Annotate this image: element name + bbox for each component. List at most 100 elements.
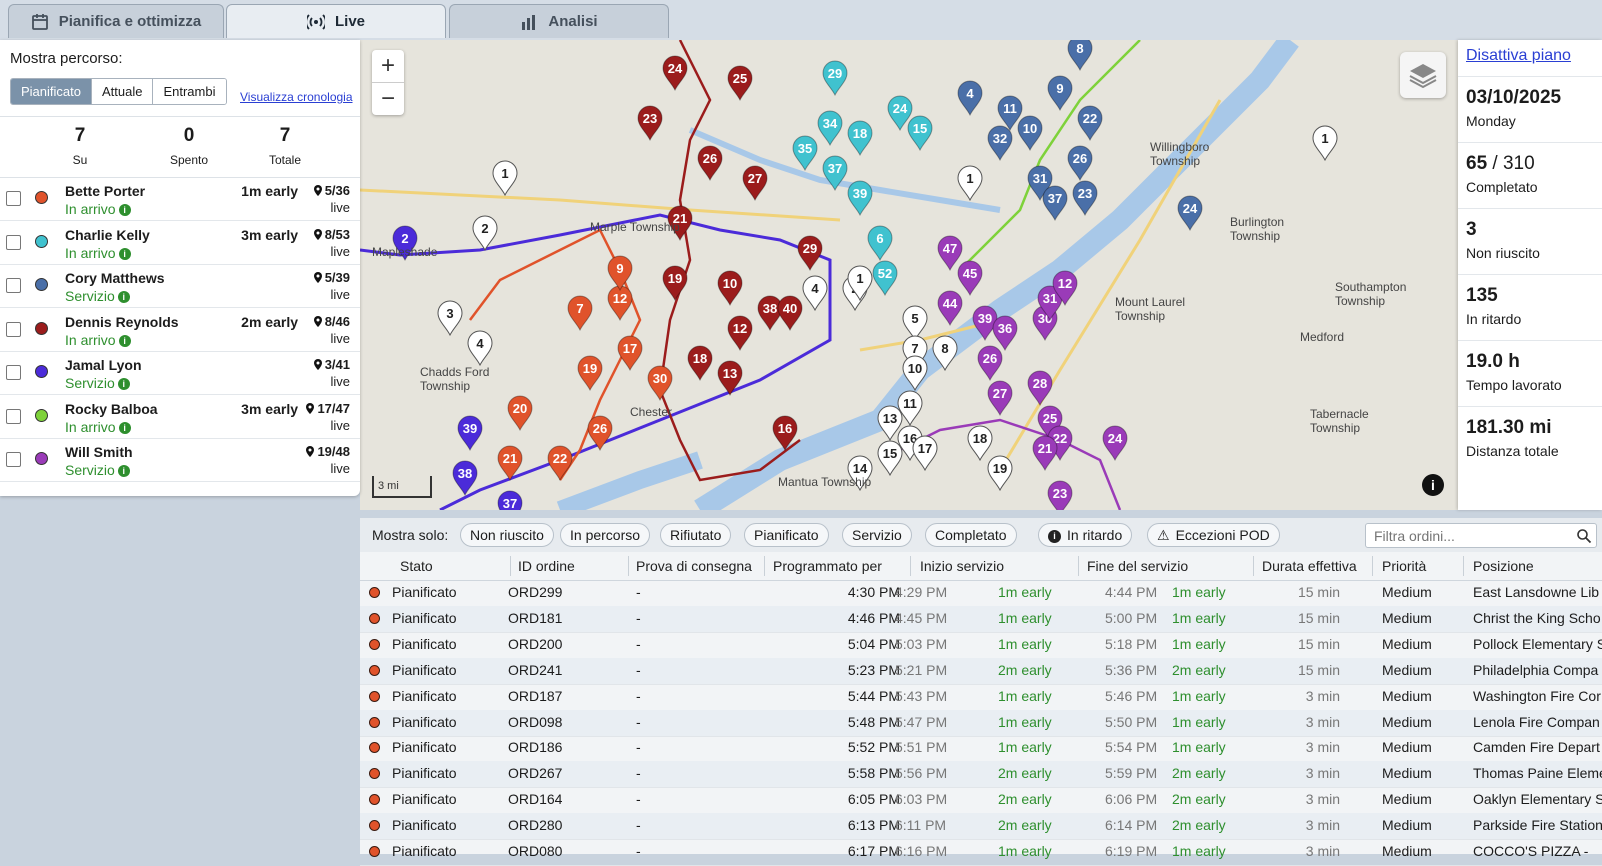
info-icon[interactable]: i xyxy=(117,378,130,390)
filter-chip-in-route[interactable]: In percorso xyxy=(560,523,651,547)
column-divider[interactable] xyxy=(1078,556,1079,576)
stop-marker[interactable] xyxy=(907,115,933,152)
stop-marker[interactable] xyxy=(607,255,633,292)
deactivate-plan-link[interactable]: Disattiva piano xyxy=(1466,47,1571,64)
stop-marker[interactable] xyxy=(957,260,983,297)
column-divider[interactable] xyxy=(764,556,765,576)
search-icon[interactable] xyxy=(1576,528,1592,544)
stop-marker[interactable] xyxy=(877,405,903,442)
stop-marker[interactable] xyxy=(987,125,1013,162)
stop-marker[interactable] xyxy=(872,260,898,297)
table-row[interactable]: Pianificato ORD241 - 5:23 PM 5:21 PM 2m early… xyxy=(360,657,1602,685)
stop-marker[interactable] xyxy=(967,425,993,462)
stop-marker[interactable] xyxy=(912,435,938,472)
map-info-icon[interactable]: i xyxy=(1422,474,1444,496)
table-row[interactable]: Pianificato ORD098 - 5:48 PM 5:47 PM 1m early… xyxy=(360,709,1602,737)
col-proof-of-delivery[interactable]: Prova di consegna xyxy=(636,558,752,574)
stop-marker[interactable] xyxy=(727,65,753,102)
column-divider[interactable] xyxy=(1372,556,1373,576)
tab-plan-optimize[interactable]: Pianifica e ottimizza xyxy=(8,4,224,38)
driver-row[interactable]: Bette Porter In arrivo i 1m early 5/36 live xyxy=(0,177,360,221)
col-priority[interactable]: Priorità xyxy=(1382,558,1427,574)
stop-marker[interactable] xyxy=(797,235,823,272)
stop-marker[interactable] xyxy=(697,145,723,182)
stop-marker[interactable] xyxy=(1312,125,1338,162)
stop-marker[interactable] xyxy=(587,415,613,452)
stop-marker[interactable] xyxy=(937,235,963,272)
stop-marker[interactable] xyxy=(742,165,768,202)
route-mode-both[interactable]: Entrambi xyxy=(153,79,226,104)
stop-marker[interactable] xyxy=(977,345,1003,382)
info-icon[interactable]: i xyxy=(117,291,130,303)
tab-live[interactable]: Live xyxy=(226,4,446,38)
column-divider[interactable] xyxy=(910,556,911,576)
stop-marker[interactable] xyxy=(547,445,573,482)
driver-checkbox[interactable] xyxy=(6,321,21,337)
stop-marker[interactable] xyxy=(717,360,743,397)
table-row[interactable]: Pianificato ORD080 - 6:17 PM 6:16 PM 1m early… xyxy=(360,839,1602,866)
stop-marker[interactable] xyxy=(1037,285,1063,322)
stop-marker[interactable] xyxy=(1077,105,1103,142)
stop-marker[interactable] xyxy=(662,265,688,302)
stop-marker[interactable] xyxy=(1027,165,1053,202)
stop-marker[interactable] xyxy=(567,295,593,332)
stop-marker[interactable] xyxy=(497,490,523,510)
stop-marker[interactable] xyxy=(957,80,983,117)
stop-marker[interactable] xyxy=(617,335,643,372)
stop-marker[interactable] xyxy=(662,55,688,92)
order-filter-input[interactable] xyxy=(1366,524,1582,548)
route-mode-planned[interactable]: Pianificato xyxy=(11,79,92,104)
driver-checkbox[interactable] xyxy=(6,452,21,467)
stop-marker[interactable] xyxy=(457,415,483,452)
table-row[interactable]: Pianificato ORD181 - 4:46 PM 4:45 PM 1m early… xyxy=(360,605,1602,633)
stop-marker[interactable] xyxy=(392,225,418,262)
filter-chip-pod-exceptions[interactable]: ⚠ Eccezioni POD xyxy=(1147,523,1280,547)
table-row[interactable]: Pianificato ORD280 - 6:13 PM 6:11 PM 2m early… xyxy=(360,813,1602,841)
col-status[interactable]: Stato xyxy=(400,558,433,574)
col-actual-duration[interactable]: Durata effettiva xyxy=(1262,558,1357,574)
stop-marker[interactable] xyxy=(667,205,693,242)
stop-marker[interactable] xyxy=(1047,75,1073,112)
filter-chip-completed[interactable]: Completato xyxy=(925,523,1017,547)
driver-checkbox[interactable] xyxy=(6,234,21,250)
table-row[interactable]: Pianificato ORD299 - 4:30 PM 4:29 PM 1m early… xyxy=(360,580,1602,607)
filter-chip-failed[interactable]: Non riuscito xyxy=(460,523,554,547)
stop-marker[interactable] xyxy=(492,160,518,197)
stop-marker[interactable] xyxy=(472,215,498,252)
stop-marker[interactable] xyxy=(802,275,828,312)
stop-marker[interactable] xyxy=(1027,370,1053,407)
stop-marker[interactable] xyxy=(777,295,803,332)
stop-marker[interactable] xyxy=(847,120,873,157)
stop-marker[interactable] xyxy=(577,355,603,392)
stop-marker[interactable] xyxy=(1032,435,1058,472)
stop-marker[interactable] xyxy=(637,105,663,142)
col-service-end[interactable]: Fine del servizio xyxy=(1087,558,1189,574)
driver-checkbox[interactable] xyxy=(6,191,21,206)
view-history-link[interactable]: Visualizza cronologia xyxy=(240,90,353,104)
stop-marker[interactable] xyxy=(902,335,928,372)
stop-marker[interactable] xyxy=(792,135,818,172)
filter-chip-planned[interactable]: Pianificato xyxy=(744,523,829,547)
stop-marker[interactable] xyxy=(1102,425,1128,462)
stop-marker[interactable] xyxy=(1067,145,1093,182)
col-service-start[interactable]: Inizio servizio xyxy=(920,558,1005,574)
stop-marker[interactable] xyxy=(507,395,533,432)
stop-marker[interactable] xyxy=(772,415,798,452)
table-row[interactable]: Pianificato ORD186 - 5:52 PM 5:51 PM 1m early… xyxy=(360,735,1602,763)
column-divider[interactable] xyxy=(1463,556,1464,576)
zoom-out-button[interactable]: − xyxy=(380,85,395,112)
stop-marker[interactable] xyxy=(987,455,1013,492)
stop-marker[interactable] xyxy=(867,225,893,262)
stop-marker[interactable] xyxy=(437,300,463,337)
stop-marker[interactable] xyxy=(992,315,1018,352)
stop-marker[interactable] xyxy=(1017,115,1043,152)
stop-marker[interactable] xyxy=(717,270,743,307)
col-scheduled-for[interactable]: Programmato per xyxy=(773,558,882,574)
table-row[interactable]: Pianificato ORD267 - 5:58 PM 5:56 PM 2m early… xyxy=(360,761,1602,789)
stop-marker[interactable] xyxy=(687,345,713,382)
stop-marker[interactable] xyxy=(727,315,753,352)
column-divider[interactable] xyxy=(628,556,629,576)
column-divider[interactable] xyxy=(1253,556,1254,576)
stop-marker[interactable] xyxy=(1042,185,1068,222)
